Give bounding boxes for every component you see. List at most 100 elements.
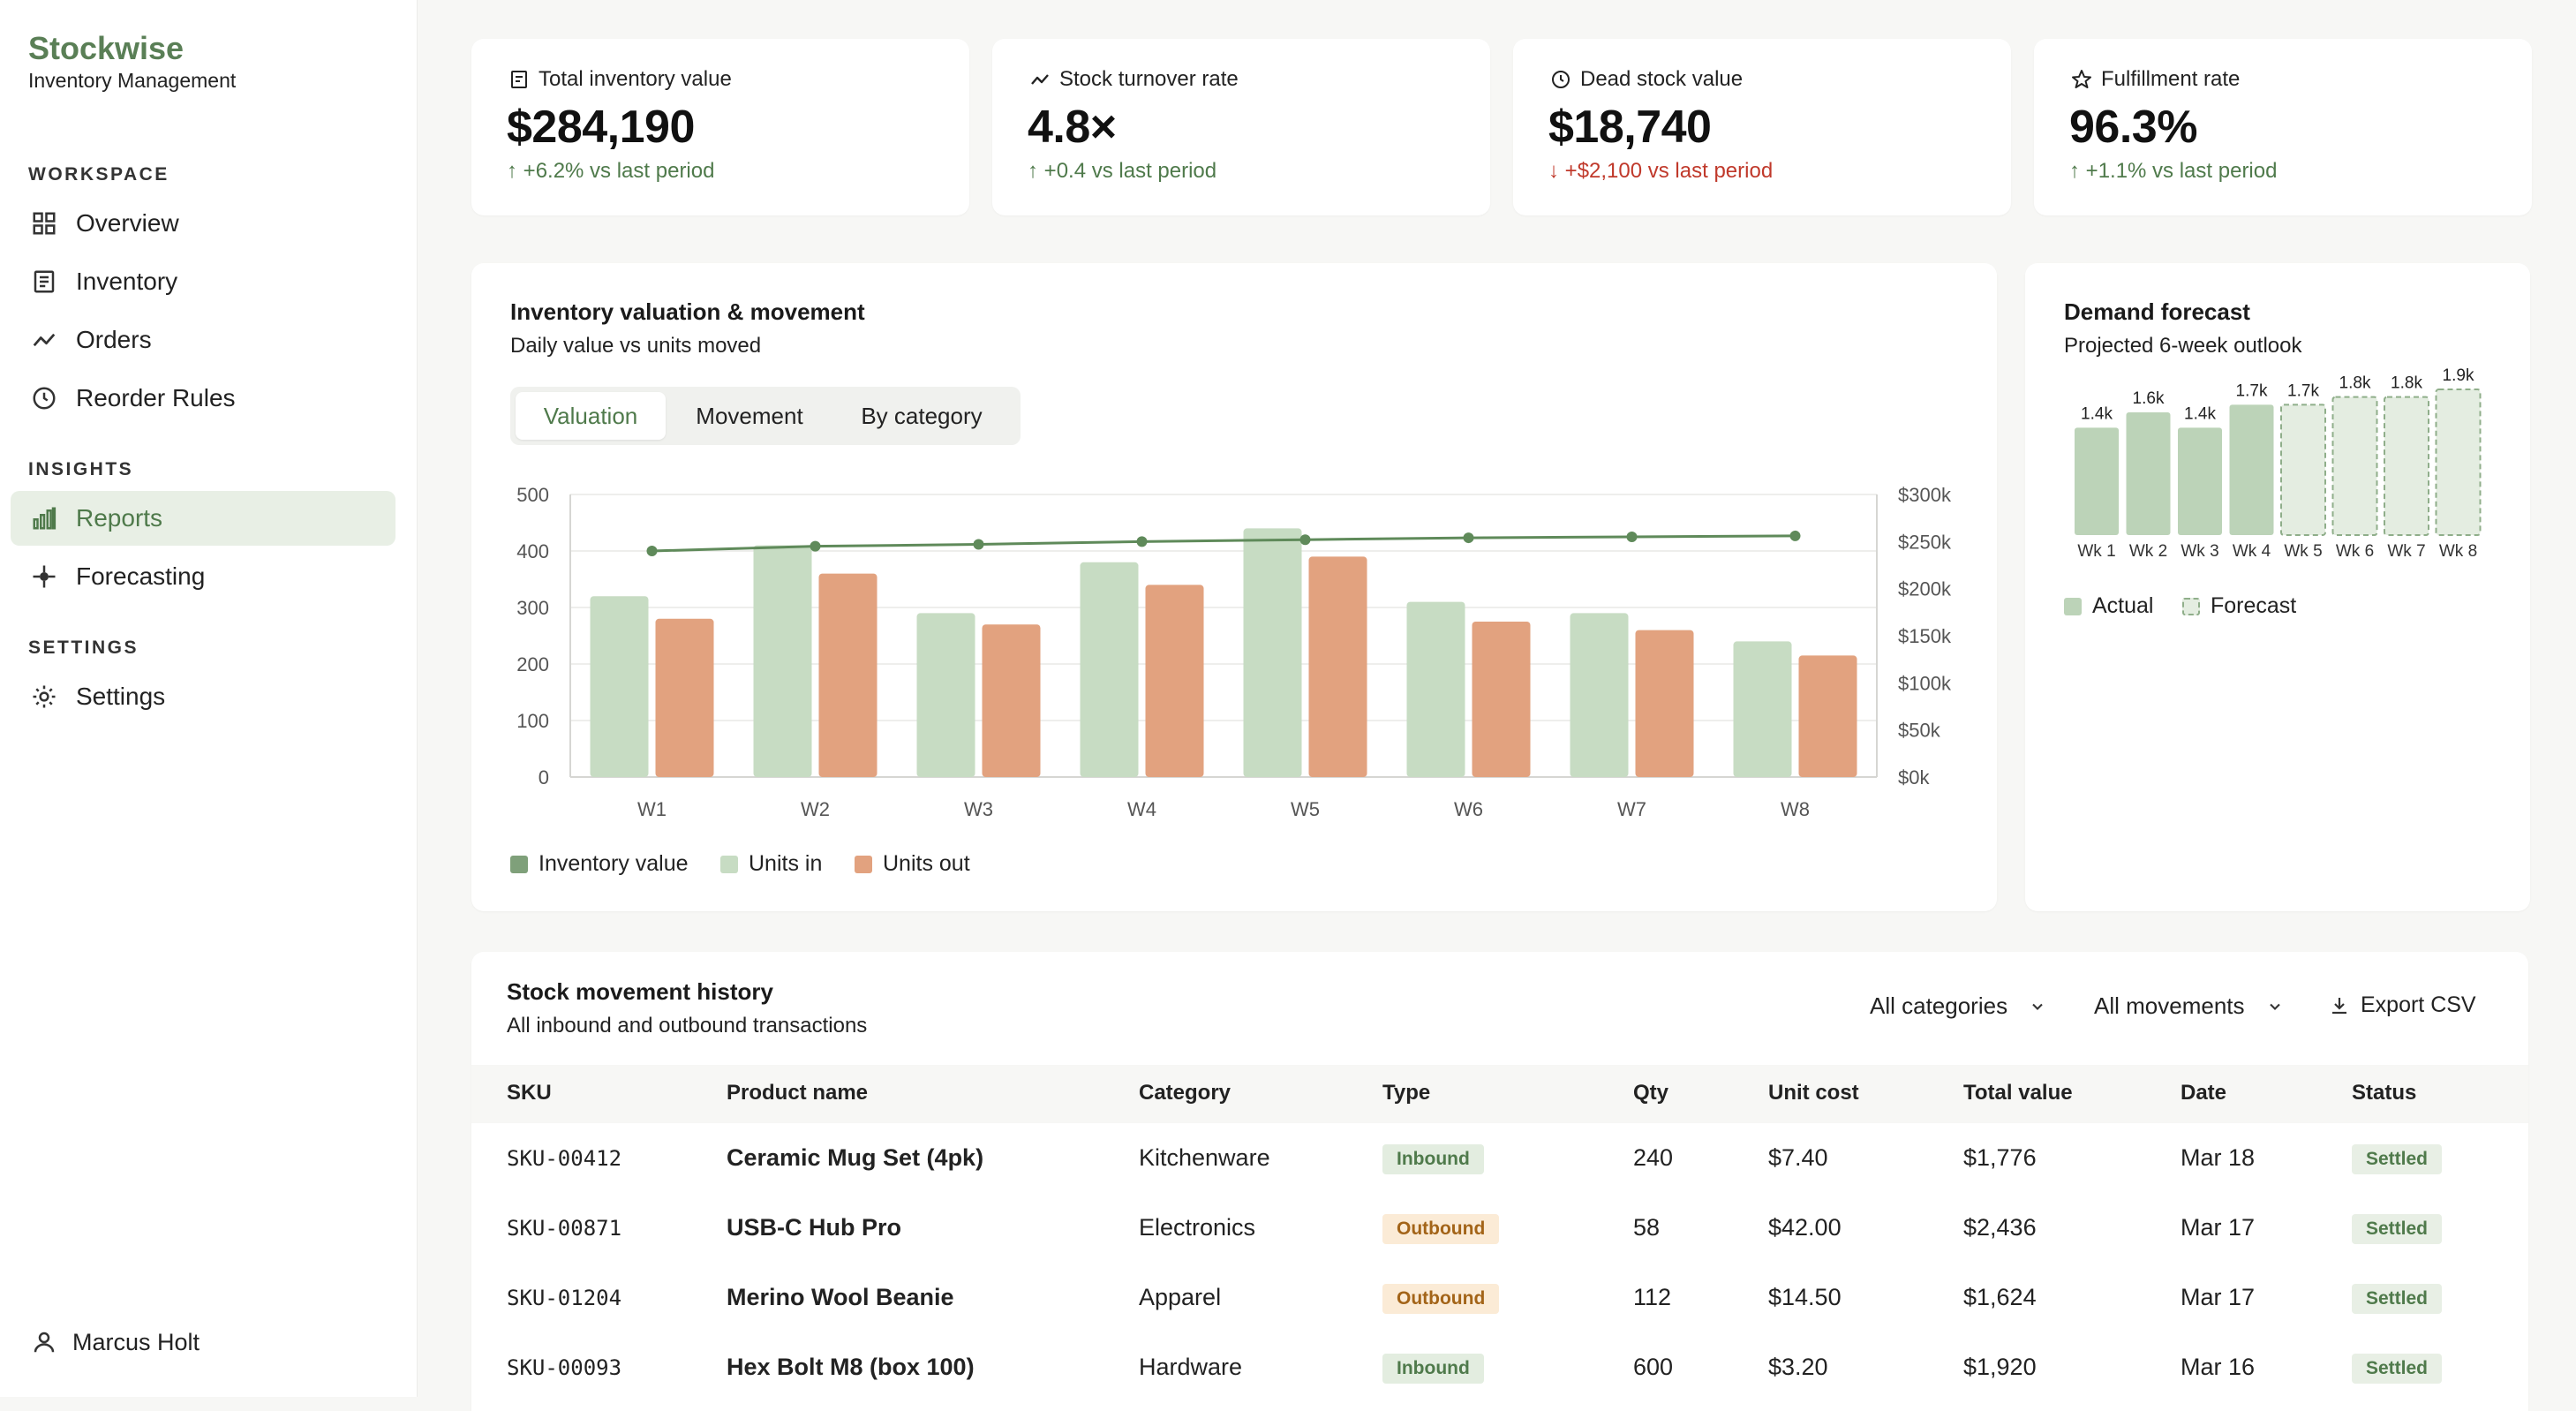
bar-units-in[interactable] xyxy=(590,596,649,777)
cell-total: $2,436 xyxy=(1963,1214,2037,1241)
table-row[interactable]: SKU-00093 Hex Bolt M8 (box 100) Hardware… xyxy=(471,1332,2528,1402)
x-tick-label: W3 xyxy=(964,798,993,820)
table-header: SKU Product name Category Type Qty Unit … xyxy=(471,1065,2528,1123)
brand-subtitle: Inventory Management xyxy=(28,69,237,92)
bar-forecast[interactable] xyxy=(2435,389,2482,536)
column-header-unit-cost[interactable]: Unit cost xyxy=(1768,1081,1859,1105)
sun-gear-icon xyxy=(28,681,60,713)
legend-units-out: Units out xyxy=(855,851,970,877)
cell-category: Apparel xyxy=(1139,1284,1222,1310)
bar-actual[interactable] xyxy=(2075,427,2119,535)
column-header-status[interactable]: Status xyxy=(2352,1081,2417,1105)
sidebar-item-reorder-rules[interactable]: Reorder Rules xyxy=(11,371,395,426)
bar-units-out[interactable] xyxy=(1635,630,1694,777)
sidebar-item-overview[interactable]: Overview xyxy=(11,196,395,251)
movement-filter-dropdown[interactable]: All movements xyxy=(2094,992,2284,1020)
bar-units-in[interactable] xyxy=(753,545,812,777)
filter-label: All categories xyxy=(1870,992,2008,1019)
sidebar-item-forecasting[interactable]: Forecasting xyxy=(11,549,395,604)
x-tick-label: W1 xyxy=(637,798,667,820)
bar-units-in[interactable] xyxy=(916,613,975,777)
x-tick-label: W5 xyxy=(1291,798,1320,820)
forecast-card: Demand forecast Projected 6-week outlook… xyxy=(2025,263,2530,911)
type-badge: Inbound xyxy=(1382,1354,1484,1384)
bar-units-in[interactable] xyxy=(1570,613,1629,777)
kpi-card-stock-turnover-rate: Stock turnover rate 4.8× ↑ +0.4 vs last … xyxy=(992,39,1490,215)
cell-date: Mar 16 xyxy=(2181,1354,2256,1380)
table-row[interactable]: SKU-00871 USB-C Hub Pro Electronics Outb… xyxy=(471,1193,2528,1263)
point-inventory-value[interactable] xyxy=(1789,530,1801,541)
cell-date: Mar 17 xyxy=(2181,1284,2256,1310)
column-header-sku[interactable]: SKU xyxy=(507,1081,552,1105)
sidebar-item-orders[interactable]: Orders xyxy=(11,313,395,367)
tab-movement[interactable]: Movement xyxy=(696,402,803,429)
category-filter-dropdown[interactable]: All categories xyxy=(1870,992,2046,1020)
column-header-total-value[interactable]: Total value xyxy=(1963,1081,2073,1105)
crosshair-icon xyxy=(28,561,60,592)
bar-units-in[interactable] xyxy=(1243,528,1302,777)
clock-icon xyxy=(28,382,60,414)
export-label: Export CSV xyxy=(2361,992,2476,1017)
sidebar-item-inventory[interactable]: Inventory xyxy=(11,254,395,309)
bar-units-out[interactable] xyxy=(655,618,714,777)
bar-actual[interactable] xyxy=(2178,427,2222,535)
sidebar: Stockwise Inventory Management WORKSPACE… xyxy=(0,0,418,1397)
legend-actual: Actual xyxy=(2064,593,2153,619)
x-tick-label: W6 xyxy=(1454,798,1483,820)
export-csv-button[interactable]: Export CSV xyxy=(2329,992,2476,1018)
sidebar-item-settings[interactable]: Settings xyxy=(11,669,395,724)
bar-units-out[interactable] xyxy=(1145,585,1204,777)
column-header-category[interactable]: Category xyxy=(1139,1081,1232,1105)
cell-unit-cost: $3.20 xyxy=(1768,1354,1828,1380)
bar-units-out[interactable] xyxy=(818,573,877,777)
legend-inventory-value: Inventory value xyxy=(510,851,689,877)
bar-units-in[interactable] xyxy=(1406,601,1465,777)
column-header-date[interactable]: Date xyxy=(2181,1081,2227,1105)
column-header-qty[interactable]: Qty xyxy=(1633,1081,1669,1105)
bar-units-out[interactable] xyxy=(1308,556,1367,777)
tab-valuation[interactable]: Valuation xyxy=(516,392,666,440)
point-inventory-value[interactable] xyxy=(810,540,821,552)
bar-chart-icon xyxy=(28,502,60,534)
x-tick-label: Wk 7 xyxy=(2387,542,2425,561)
point-inventory-value[interactable] xyxy=(1299,534,1311,546)
bar-units-in[interactable] xyxy=(1080,562,1139,777)
legend-swatch xyxy=(2064,597,2082,615)
bar-forecast[interactable] xyxy=(2280,404,2326,536)
table-row[interactable]: SKU-00412 Ceramic Mug Set (4pk) Kitchenw… xyxy=(471,1123,2528,1193)
valuation-chart: 0 100 200 300 400 500 $0k $50k $100k $150k $200k $2… xyxy=(516,484,1952,820)
table-row[interactable]: SKU-01204 Merino Wool Beanie Apparel Out… xyxy=(471,1263,2528,1332)
bar-units-out[interactable] xyxy=(1798,655,1857,777)
bar-forecast[interactable] xyxy=(2384,396,2429,537)
bar-units-out[interactable] xyxy=(1472,622,1531,777)
column-header-type[interactable]: Type xyxy=(1382,1081,1431,1105)
cell-unit-cost: $14.50 xyxy=(1768,1284,1842,1310)
column-header-product[interactable]: Product name xyxy=(727,1081,869,1105)
valuation-card: Inventory valuation & movement Daily val… xyxy=(471,263,1997,911)
sidebar-item-label: Reports xyxy=(76,504,163,532)
point-inventory-value[interactable] xyxy=(1136,536,1148,547)
data-label: 1.4k xyxy=(2184,404,2216,423)
y-tick-label: 0 xyxy=(539,766,549,788)
kpi-label: Stock turnover rate xyxy=(1059,67,1239,91)
cell-qty: 58 xyxy=(1633,1214,1661,1241)
tab-by-category[interactable]: By category xyxy=(861,402,983,429)
x-tick-label: Wk 8 xyxy=(2439,542,2477,561)
user-profile[interactable]: Marcus Holt xyxy=(28,1326,200,1358)
bar-actual[interactable] xyxy=(2229,404,2274,535)
trend-icon xyxy=(28,324,60,356)
bar-units-in[interactable] xyxy=(1733,641,1792,777)
point-inventory-value[interactable] xyxy=(1626,532,1638,542)
legend-forecast: Forecast xyxy=(2182,593,2296,619)
bar-units-out[interactable] xyxy=(982,624,1041,777)
y-tick-label: 300 xyxy=(516,597,549,619)
point-inventory-value[interactable] xyxy=(646,546,658,556)
point-inventory-value[interactable] xyxy=(1463,532,1474,544)
point-inventory-value[interactable] xyxy=(973,539,984,550)
bar-actual[interactable] xyxy=(2126,412,2171,535)
x-tick-label: W4 xyxy=(1127,798,1156,820)
sidebar-item-reports[interactable]: Reports xyxy=(11,491,395,546)
bar-forecast[interactable] xyxy=(2331,396,2378,537)
x-tick-label: Wk 5 xyxy=(2284,542,2322,561)
arrow-up-icon: ↑ xyxy=(507,159,517,183)
